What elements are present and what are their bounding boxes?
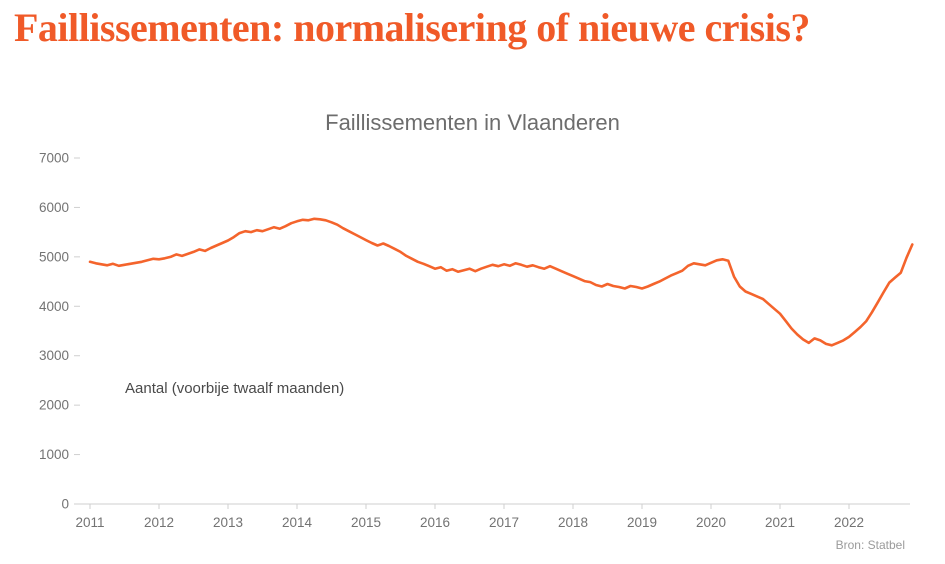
y-axis-ticks: 0 1000 2000 3000 4000 5000 6000 7000 [39,151,80,512]
x-tick-label: 2011 [75,515,104,530]
x-tick-label: 2020 [696,515,726,530]
y-tick-label: 0 [61,497,69,512]
x-tick-label: 2021 [765,515,795,530]
x-tick-label: 2012 [144,515,174,530]
x-tick-label: 2017 [489,515,519,530]
chart-title: Faillissementen in Vlaanderen [325,110,620,135]
x-tick-label: 2018 [558,515,588,530]
chart-annotation: Aantal (voorbije twaalf maanden) [125,380,344,397]
x-tick-label: 2022 [834,515,864,530]
y-tick-label: 5000 [39,249,69,264]
x-tick-label: 2014 [282,515,313,530]
y-tick-label: 7000 [39,151,69,166]
x-tick-label: 2013 [213,515,243,530]
series-line [88,217,914,347]
x-tick-label: 2016 [420,515,450,530]
headline: Faillissementen: normalisering of nieuwe… [14,5,810,50]
x-tick-label: 2019 [627,515,657,530]
y-tick-label: 6000 [39,200,69,215]
y-tick-label: 1000 [39,447,69,462]
y-tick-label: 2000 [39,398,69,413]
source-credit: Bron: Statbel [835,538,905,552]
x-tick-label: 2015 [351,515,381,530]
y-tick-label: 3000 [39,348,69,363]
y-tick-label: 4000 [39,299,69,314]
x-axis-ticks: 2011 2012 2013 2014 2015 2016 2017 2018 2019 2020… [75,504,864,530]
